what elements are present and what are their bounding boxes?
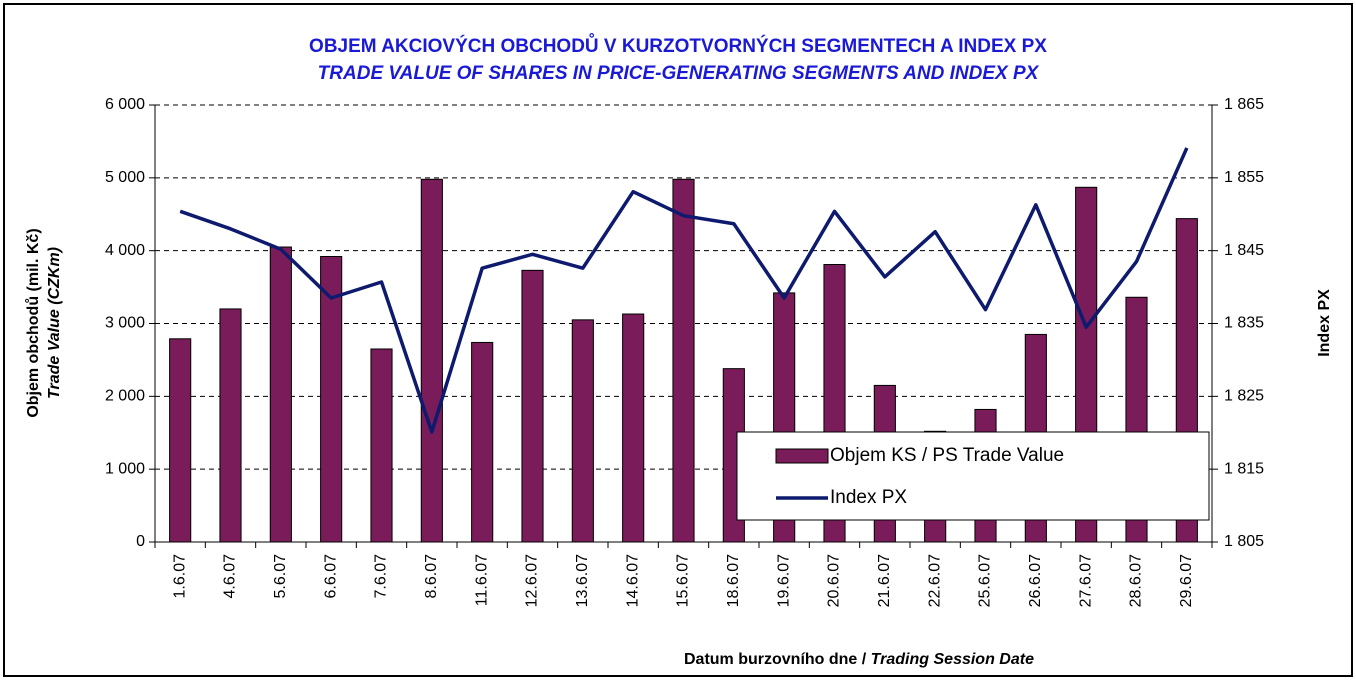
x-tick-label: 29.6.07 <box>1178 554 1195 607</box>
bar <box>672 178 695 543</box>
y2-tick-label: 1 825 <box>1224 388 1264 405</box>
bar <box>471 341 494 543</box>
x-tick-label: 26.6.07 <box>1027 554 1044 607</box>
x-tick-label: 20.6.07 <box>826 554 843 607</box>
x-tick-label: 8.6.07 <box>423 554 440 599</box>
line <box>179 147 1189 434</box>
x-tick-label: 13.6.07 <box>574 554 591 607</box>
bar <box>521 269 544 543</box>
bar <box>370 348 393 543</box>
x-tick-label: 22.6.07 <box>926 554 943 607</box>
x-tick-label: 12.6.07 <box>524 554 541 607</box>
y2-tick-label: 1 865 <box>1224 96 1264 113</box>
bar <box>269 246 292 543</box>
x-axis-label: Datum burzovního dne / Trading Session D… <box>684 651 1034 668</box>
y-axis-label-2: Trade Value (CZKm) <box>46 247 63 399</box>
y-tick-label: 6 000 <box>105 96 145 113</box>
legend-label: Index PX <box>830 487 907 508</box>
y-tick-label: 5 000 <box>105 169 145 186</box>
x-tick-label: 4.6.07 <box>222 554 239 599</box>
legend-swatch <box>775 448 829 464</box>
x-tick-label: 28.6.07 <box>1128 554 1145 607</box>
x-tick-label: 21.6.07 <box>876 554 893 607</box>
y-tick-label: 1 000 <box>105 460 145 477</box>
bar <box>571 319 594 543</box>
y-tick-label: 3 000 <box>105 315 145 332</box>
x-tick-label: 14.6.07 <box>624 554 641 607</box>
y-tick-label: 0 <box>136 533 145 550</box>
y2-axis-label: Index PX <box>1316 289 1333 357</box>
x-tick-label: 27.6.07 <box>1077 554 1094 607</box>
x-tick-label: 6.6.07 <box>322 554 339 599</box>
x-axis-label-part: Datum burzovního dne / <box>684 651 871 668</box>
chart-subtitle: TRADE VALUE OF SHARES IN PRICE-GENERATIN… <box>318 63 1040 84</box>
x-tick-label: 11.6.07 <box>473 554 490 606</box>
bar <box>622 313 645 543</box>
x-tick-label: 1.6.07 <box>171 554 188 599</box>
bar <box>420 178 443 543</box>
x-axis-label-part: Trading Session Date <box>871 651 1034 668</box>
x-tick-label: 25.6.07 <box>977 554 994 607</box>
x-tick-label: 7.6.07 <box>373 554 390 599</box>
x-tick-label: 5.6.07 <box>272 554 289 599</box>
x-tick-label: 19.6.07 <box>775 554 792 607</box>
bar <box>169 338 192 543</box>
legend-label: Objem KS / PS Trade Value <box>830 445 1064 466</box>
y2-tick-label: 1 835 <box>1224 315 1264 332</box>
y-axis-label: Objem obchodů (mil. Kč) <box>25 228 42 417</box>
bar <box>320 255 343 543</box>
y2-tick-label: 1 855 <box>1224 169 1264 186</box>
y2-tick-label: 1 845 <box>1224 242 1264 259</box>
y-tick-label: 4 000 <box>105 242 145 259</box>
bar <box>219 308 242 543</box>
y2-tick-label: 1 805 <box>1224 533 1264 550</box>
y-tick-label: 2 000 <box>105 388 145 405</box>
y2-tick-label: 1 815 <box>1224 460 1264 477</box>
x-tick-label: 18.6.07 <box>725 554 742 607</box>
chart-title: OBJEM AKCIOVÝCH OBCHODŮ V KURZOTVORNÝCH … <box>309 34 1047 57</box>
x-tick-label: 15.6.07 <box>675 554 692 607</box>
legend-box <box>736 431 1210 521</box>
